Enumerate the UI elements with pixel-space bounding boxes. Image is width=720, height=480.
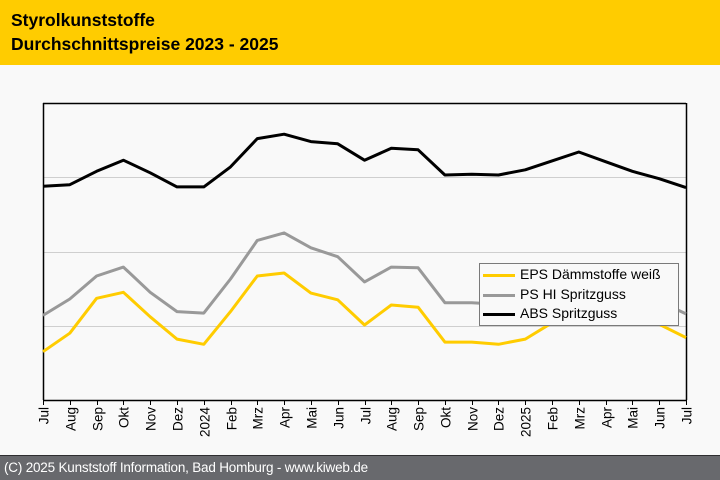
x-tick-label: Mai: [305, 407, 320, 429]
chart-header: Styrolkunststoffe Durchschnittspreise 20…: [0, 0, 720, 65]
x-tick-label: 2024: [198, 407, 213, 438]
line-chart: Jul Aug Sep Okt Nov Dez 2024 Feb Mrz Apr Mai Jun Jul…: [37, 102, 695, 438]
x-tick-label: Mrz: [573, 407, 588, 430]
legend-swatch-ps-hi: [483, 294, 515, 297]
legend-swatch-abs: [483, 313, 515, 316]
x-tick-label: 2025: [519, 407, 534, 437]
legend-label-abs: ABS Spritzguss: [520, 305, 618, 321]
x-tick-label: Okt: [117, 407, 132, 428]
legend-item-eps: EPS Dämmstoffe weiß: [480, 265, 678, 285]
legend-item-abs: ABS Spritzguss: [480, 304, 678, 324]
x-tick-label: Feb: [546, 407, 561, 430]
x-tick-label: Aug: [64, 407, 79, 431]
chart-subtitle: Durchschnittspreise 2023 - 2025: [11, 34, 279, 54]
x-tick-label: Okt: [439, 407, 454, 428]
x-tick-label: Apr: [600, 407, 615, 429]
legend-swatch-eps: [483, 274, 515, 277]
x-tick-label: Dez: [171, 407, 186, 431]
copyright-text: (C) 2025 Kunststoff Information, Bad Hom…: [4, 460, 368, 475]
x-tick-label: Jul: [37, 407, 52, 424]
x-tick-label: Jul: [680, 407, 695, 424]
x-tick-label: Jul: [359, 407, 374, 424]
series-line-abs: [42, 132, 687, 190]
legend-item-ps-hi: PS HI Spritzguss: [480, 285, 678, 305]
x-tick-label: Nov: [144, 407, 159, 431]
x-tick-label: Jun: [653, 407, 668, 429]
x-tick-label: Apr: [278, 407, 293, 429]
legend: EPS Dämmstoffe weiß PS HI Spritzguss ABS…: [479, 263, 679, 326]
x-tick-label: Jun: [332, 407, 347, 429]
chart-title: Styrolkunststoffe: [11, 10, 155, 30]
x-tick-label: Mrz: [251, 407, 266, 430]
x-tick-label: Sep: [91, 407, 106, 431]
x-tick-label: Mai: [626, 407, 641, 429]
x-tick-label: Feb: [225, 407, 240, 430]
x-tick-label: Nov: [466, 407, 481, 431]
chart-area: Jul Aug Sep Okt Nov Dez 2024 Feb Mrz Apr Mai Jun Jul…: [0, 65, 720, 455]
footer: (C) 2025 Kunststoff Information, Bad Hom…: [0, 455, 720, 480]
x-tick-label: Dez: [492, 407, 507, 431]
legend-label-ps-hi: PS HI Spritzguss: [520, 286, 626, 302]
x-tick-label: Aug: [385, 407, 400, 431]
legend-label-eps: EPS Dämmstoffe weiß: [520, 266, 661, 282]
x-tick-label: Sep: [412, 407, 427, 431]
